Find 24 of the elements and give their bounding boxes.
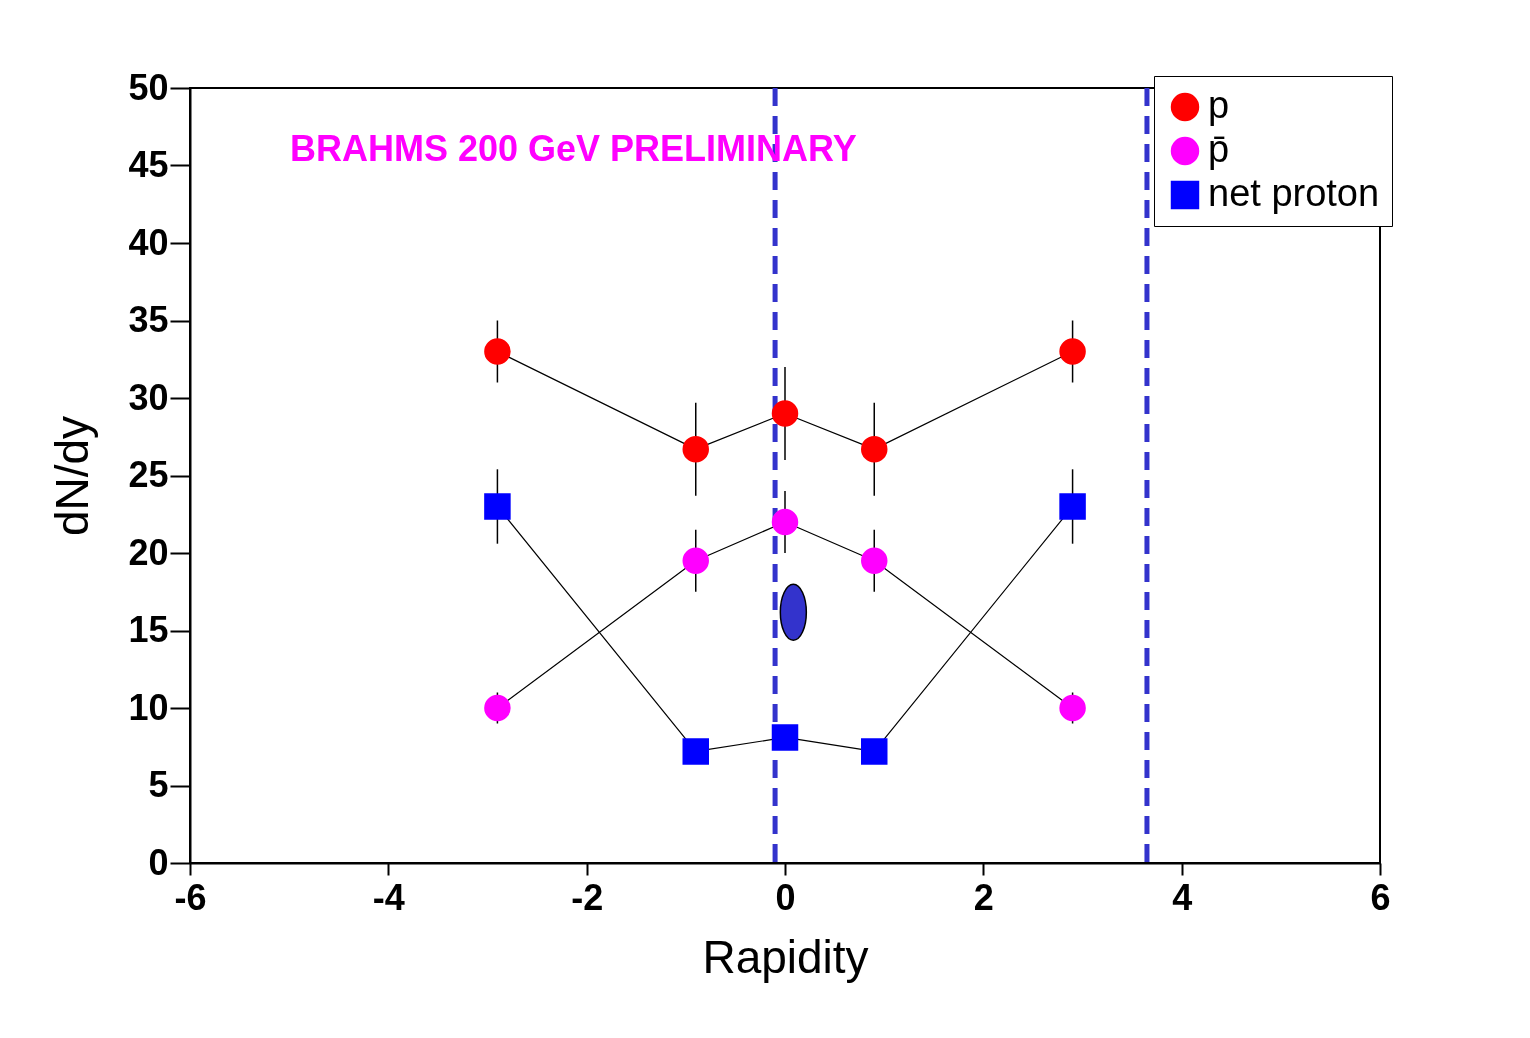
y-tick-label: 50: [128, 66, 169, 108]
y-tick-label: 0: [148, 841, 169, 883]
legend-label: p: [1208, 84, 1230, 126]
y-tick-label: 10: [128, 686, 169, 728]
x-tick-label: 6: [1370, 876, 1391, 918]
y-tick-label: 20: [128, 531, 169, 573]
x-tick-label: 4: [1172, 876, 1193, 918]
y-tick-label: 5: [148, 764, 169, 805]
y-tick-label: 15: [128, 609, 169, 650]
annotation: BRAHMS 200 GeV PRELIMINARY: [290, 128, 857, 169]
x-tick-label: -6: [174, 876, 207, 918]
x-tick-label: -4: [372, 876, 405, 918]
legend-label: p̄: [1208, 128, 1230, 170]
y-axis-title: dN/dy: [46, 415, 99, 537]
x-axis-title: Rapidity: [702, 930, 869, 983]
x-tick-label: 2: [973, 876, 994, 918]
y-tick-label: 40: [128, 221, 169, 263]
y-tick-label: 30: [128, 376, 169, 418]
y-tick-label: 45: [128, 144, 169, 185]
legend-label: net proton: [1208, 172, 1380, 214]
y-tick-label: 25: [128, 454, 169, 495]
x-tick-label: 0: [775, 876, 796, 918]
x-tick-label: -2: [571, 876, 604, 918]
y-tick-label: 35: [128, 299, 169, 340]
